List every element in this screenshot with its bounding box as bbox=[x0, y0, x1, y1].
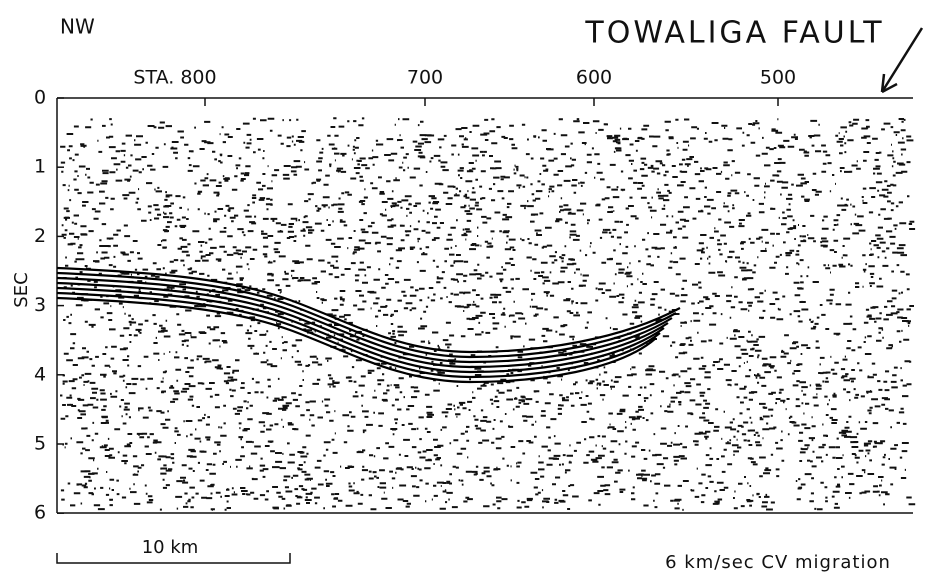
scale-bar bbox=[56, 553, 291, 564]
left-tick-label: 1 bbox=[34, 156, 46, 178]
left-axis-labels: 0 1 2 3 4 5 6 bbox=[34, 87, 64, 524]
top-tick-label: 600 bbox=[576, 67, 612, 89]
seismic-traces bbox=[60, 117, 916, 511]
scale-label: 10 km bbox=[142, 537, 199, 558]
left-tick-label: 0 bbox=[34, 87, 46, 109]
title: TOWALIGA FAULT bbox=[584, 16, 884, 51]
left-tick-label: 2 bbox=[34, 225, 46, 247]
fault-arrow bbox=[880, 27, 924, 94]
left-tick-label: 5 bbox=[34, 433, 46, 455]
left-tick-label: 6 bbox=[34, 502, 46, 524]
top-axis-labels: STA. 800 700 600 500 bbox=[133, 67, 796, 106]
top-tick-label: 500 bbox=[760, 67, 796, 89]
direction-label: NW bbox=[60, 15, 95, 39]
axis-title: SEC bbox=[11, 272, 32, 307]
caption: 6 km/sec CV migration bbox=[665, 552, 891, 573]
left-tick-label: 3 bbox=[34, 294, 46, 316]
reflector bbox=[56, 266, 681, 384]
top-tick-label: STA. 800 bbox=[133, 67, 216, 89]
top-tick-label: 700 bbox=[407, 67, 443, 89]
left-tick-label: 4 bbox=[34, 363, 46, 385]
